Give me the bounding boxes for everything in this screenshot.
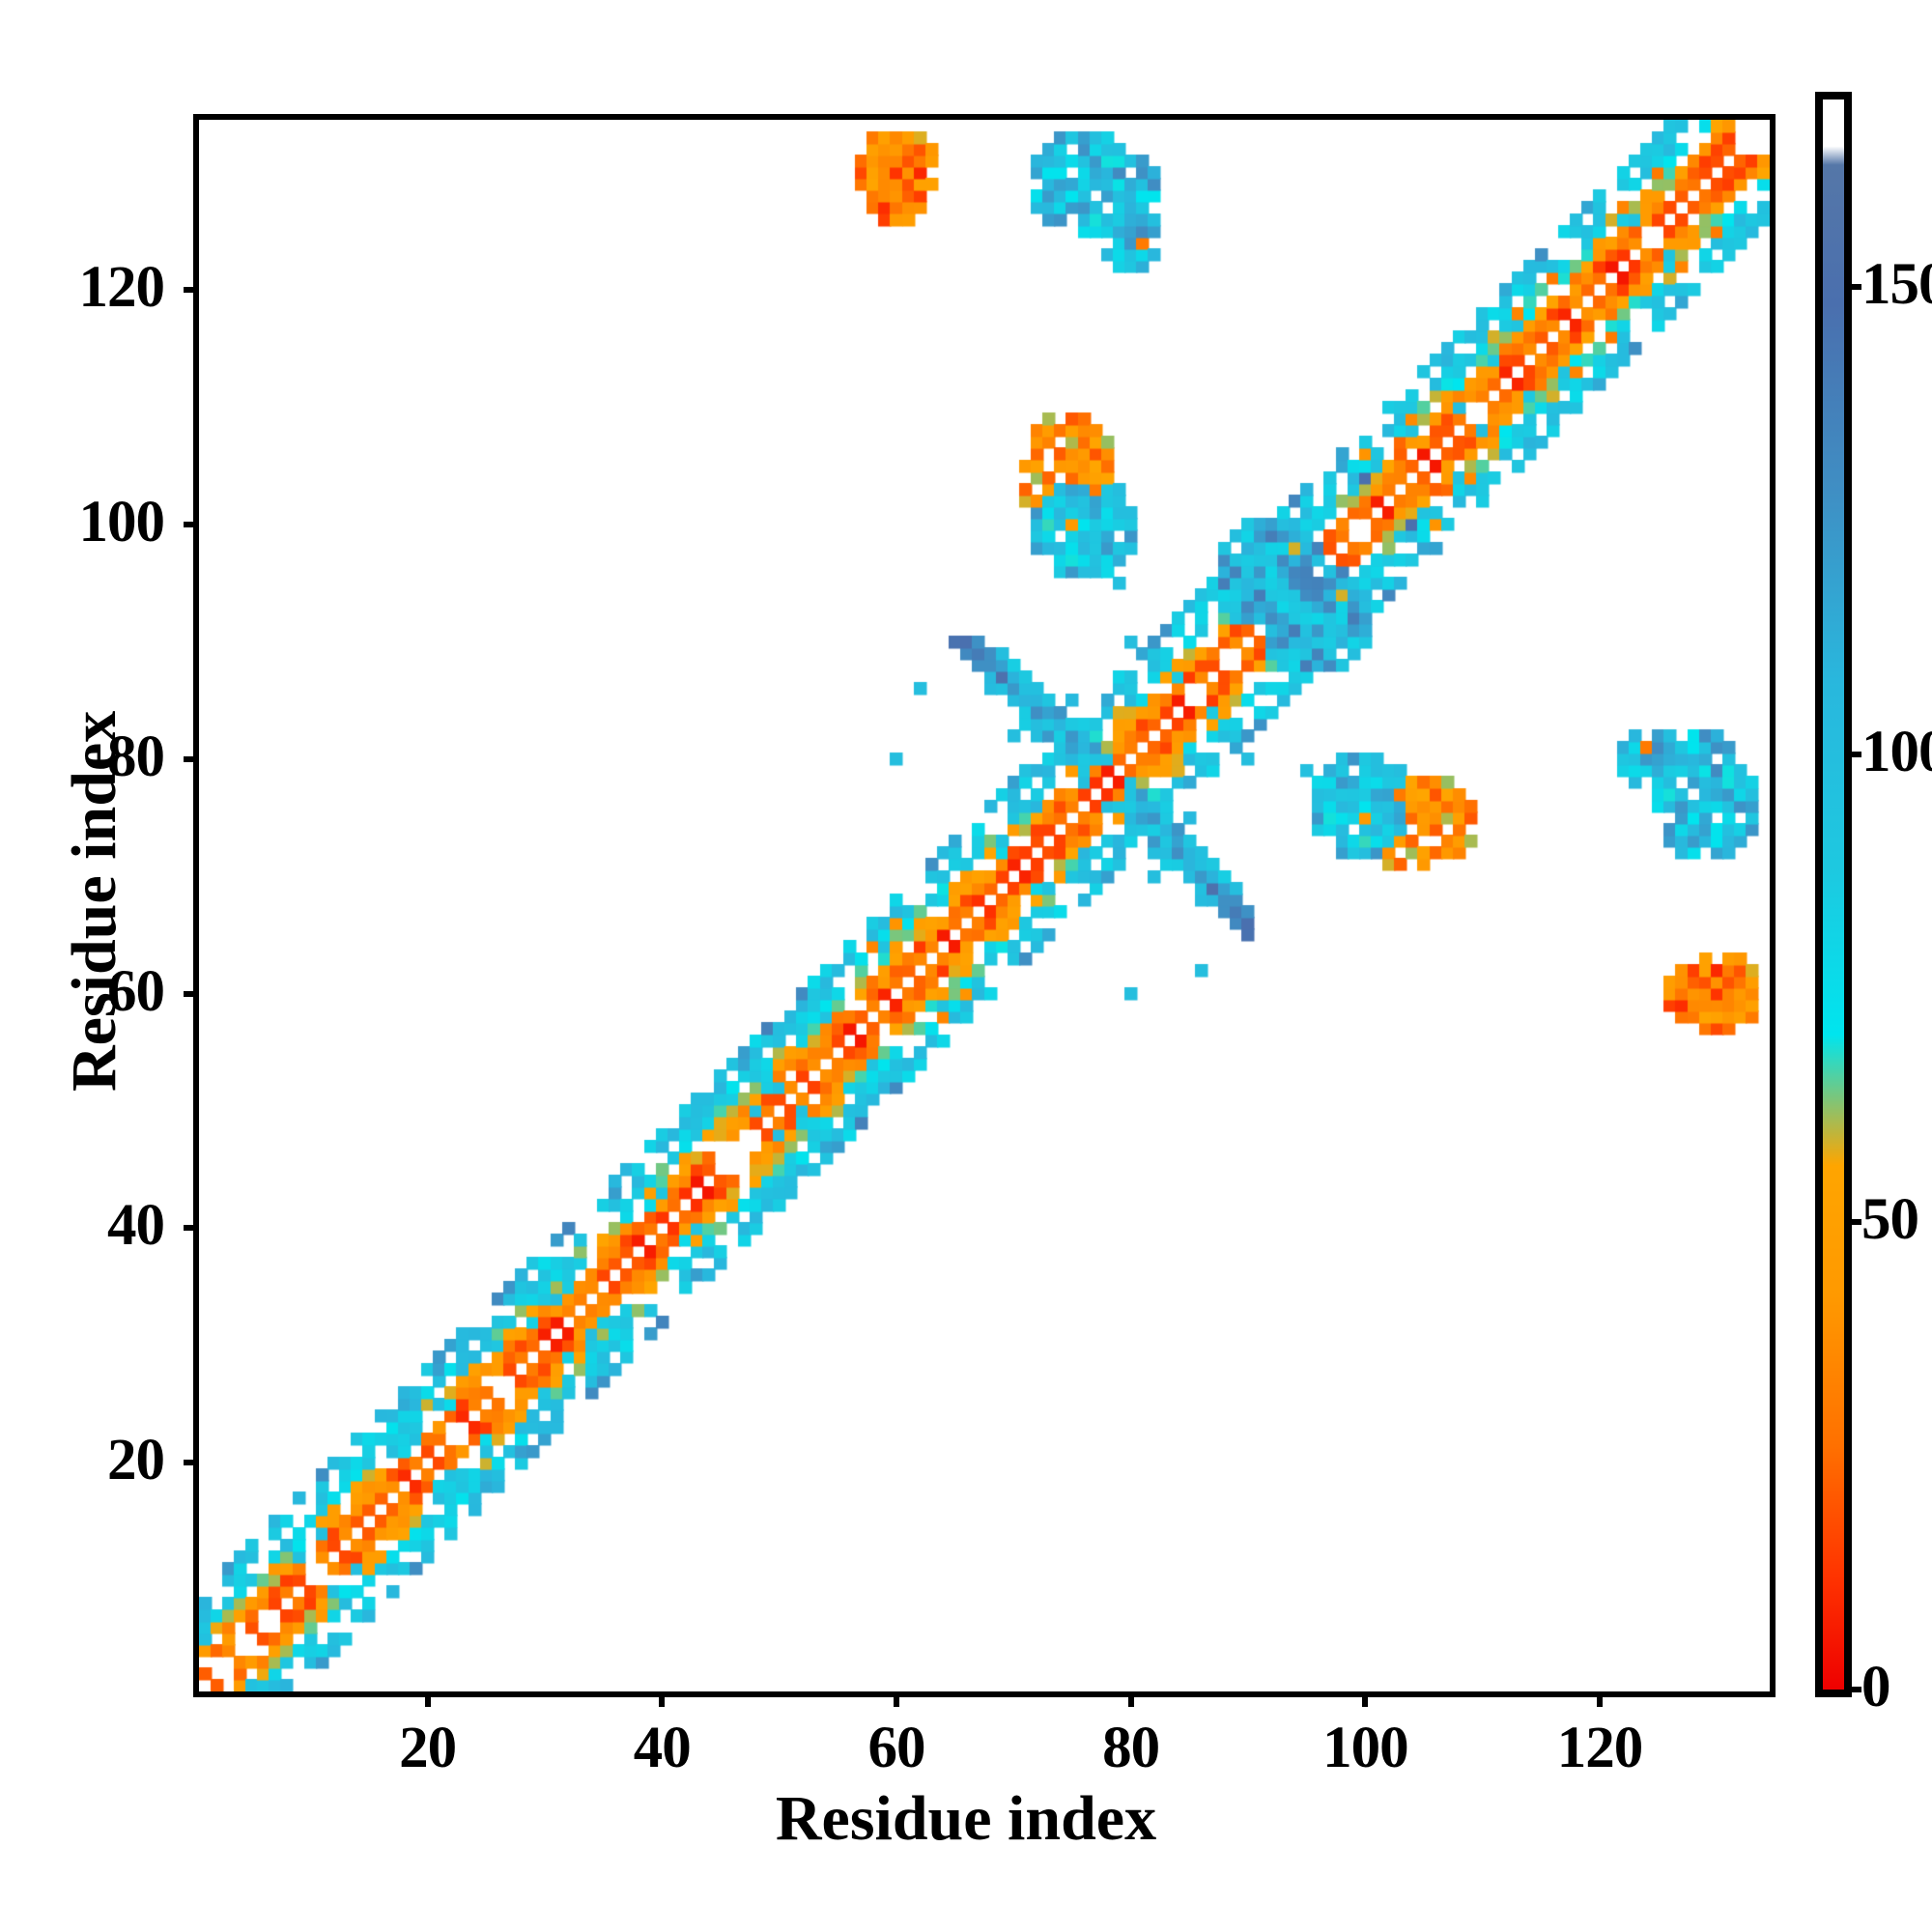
x-tick-label: 60 (867, 1716, 925, 1780)
y-tick-label: 80 (107, 724, 165, 789)
x-tick-mark (1362, 1691, 1369, 1707)
y-axis-title: Residue index (59, 710, 129, 1092)
colorbar-gradient (1823, 99, 1844, 1690)
colorbar-tick-mark (1848, 1687, 1861, 1692)
y-tick-label: 100 (78, 489, 166, 554)
y-tick-mark (184, 1225, 199, 1232)
colorbar-tick-label: 100 (1861, 719, 1932, 784)
x-tick-label: 100 (1322, 1716, 1409, 1780)
colorbar-tick-mark (1848, 751, 1861, 757)
y-tick-label: 40 (107, 1193, 165, 1259)
heatmap-plot-area (193, 114, 1776, 1697)
y-tick-mark (184, 521, 199, 527)
colorbar-tick-mark (1848, 1218, 1861, 1225)
colorbar-tick-label: 0 (1861, 1655, 1890, 1719)
y-tick-mark (184, 990, 199, 997)
heatmap-canvas (199, 120, 1770, 1691)
x-tick-mark (893, 1691, 899, 1707)
x-tick-label: 20 (399, 1716, 457, 1780)
colorbar (1815, 92, 1852, 1697)
colorbar-tick-label: 150 (1861, 251, 1932, 317)
x-tick-mark (1597, 1691, 1604, 1707)
y-tick-label: 120 (78, 255, 166, 321)
x-tick-mark (659, 1691, 666, 1707)
x-tick-mark (1127, 1691, 1134, 1707)
y-tick-mark (184, 755, 199, 762)
y-tick-mark (184, 1460, 199, 1466)
y-tick-mark (184, 287, 199, 294)
colorbar-tick-label: 50 (1861, 1186, 1919, 1252)
colorbar-tick-mark (1848, 283, 1861, 290)
x-axis-title: Residue index (775, 1783, 1157, 1854)
x-tick-label: 80 (1102, 1716, 1160, 1780)
y-tick-label: 20 (107, 1428, 165, 1493)
x-tick-label: 40 (633, 1716, 692, 1780)
y-tick-label: 60 (107, 958, 165, 1024)
x-tick-mark (424, 1691, 431, 1707)
x-tick-label: 120 (1556, 1716, 1644, 1780)
